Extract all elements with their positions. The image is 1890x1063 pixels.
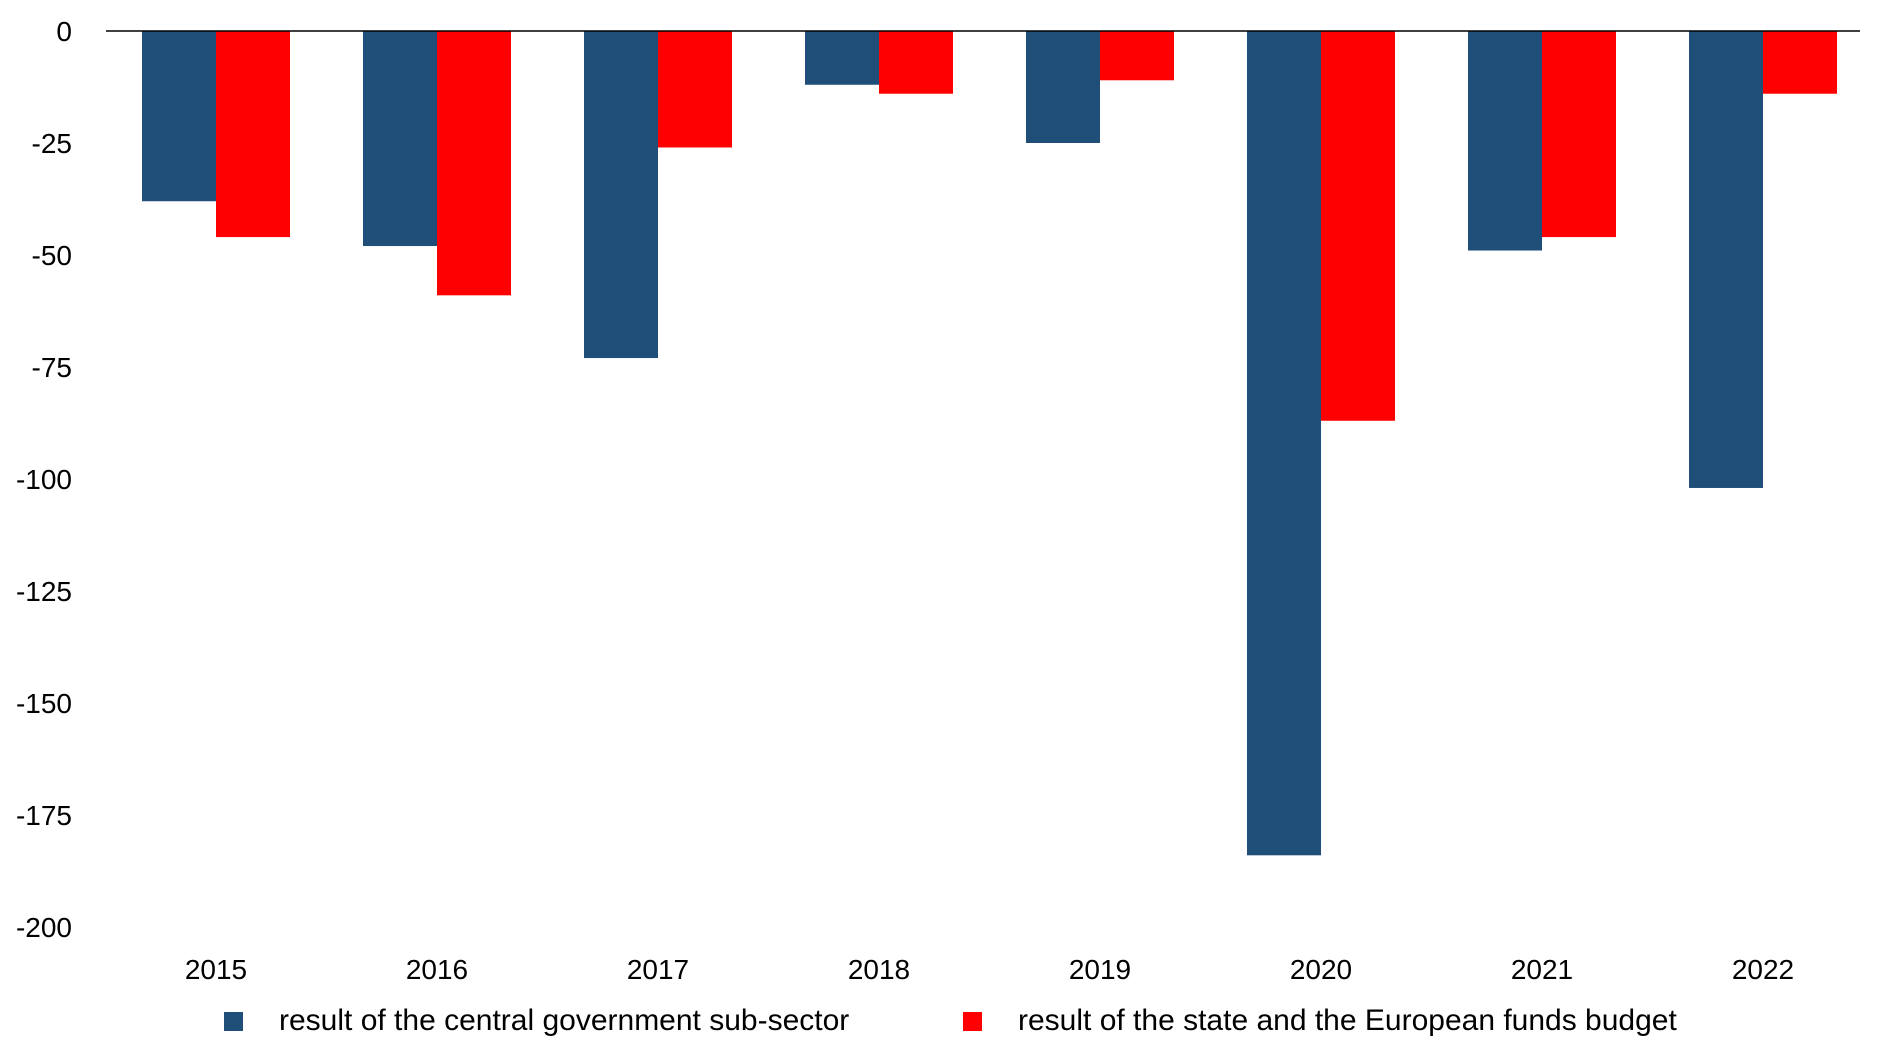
y-tick-label: -50 [32,240,72,271]
x-axis-ticks: 2015 2016 2017 2018 2019 2020 2021 2022 [185,954,1794,985]
y-tick-label: -100 [16,464,72,495]
bar-central-government-2015 [142,31,216,202]
bar-central-government-2016 [363,31,437,247]
legend-label-central-government: result of the central government sub-sec… [279,1004,850,1037]
y-tick-label: -75 [32,352,72,383]
legend-item-central-government: result of the central government sub-sec… [224,996,849,1046]
y-tick-label: -25 [32,128,72,159]
x-tick-label: 2017 [627,954,689,985]
x-tick-label: 2021 [1511,954,1573,985]
x-tick-label: 2019 [1069,954,1131,985]
x-tick-label: 2022 [1732,954,1794,985]
bar-central-government-2021 [1468,31,1542,251]
y-tick-label: 0 [56,16,72,47]
legend: result of the central government sub-sec… [0,996,1890,1046]
y-tick-label: -175 [16,800,72,831]
y-tick-label: -125 [16,576,72,607]
legend-swatch-central-government [224,1011,243,1031]
bar-state-eu-funds-2016 [437,31,511,296]
x-tick-label: 2020 [1290,954,1352,985]
bar-central-government-2020 [1247,31,1321,856]
legend-item-state-eu-funds: result of the state and the European fun… [963,996,1677,1046]
y-tick-label: -150 [16,688,72,719]
x-tick-label: 2016 [406,954,468,985]
y-tick-label: -200 [16,912,72,943]
bar-layer [142,31,1837,856]
bar-state-eu-funds-2019 [1100,31,1174,81]
y-axis-ticks: 0 -25 -50 -75 -100 -125 -150 -175 -200 [16,16,72,943]
bar-central-government-2022 [1689,31,1763,488]
bar-state-eu-funds-2018 [879,31,953,94]
bar-state-eu-funds-2022 [1763,31,1837,94]
legend-label-state-eu-funds: result of the state and the European fun… [1018,1004,1677,1037]
legend-swatch-state-eu-funds [963,1011,982,1031]
x-tick-label: 2018 [848,954,910,985]
bar-state-eu-funds-2015 [216,31,290,238]
bar-state-eu-funds-2021 [1542,31,1616,238]
bar-central-government-2018 [805,31,879,85]
bar-state-eu-funds-2017 [658,31,732,148]
x-tick-label: 2015 [185,954,247,985]
bar-central-government-2017 [584,31,658,359]
bar-state-eu-funds-2020 [1321,31,1395,421]
bar-central-government-2019 [1026,31,1100,143]
